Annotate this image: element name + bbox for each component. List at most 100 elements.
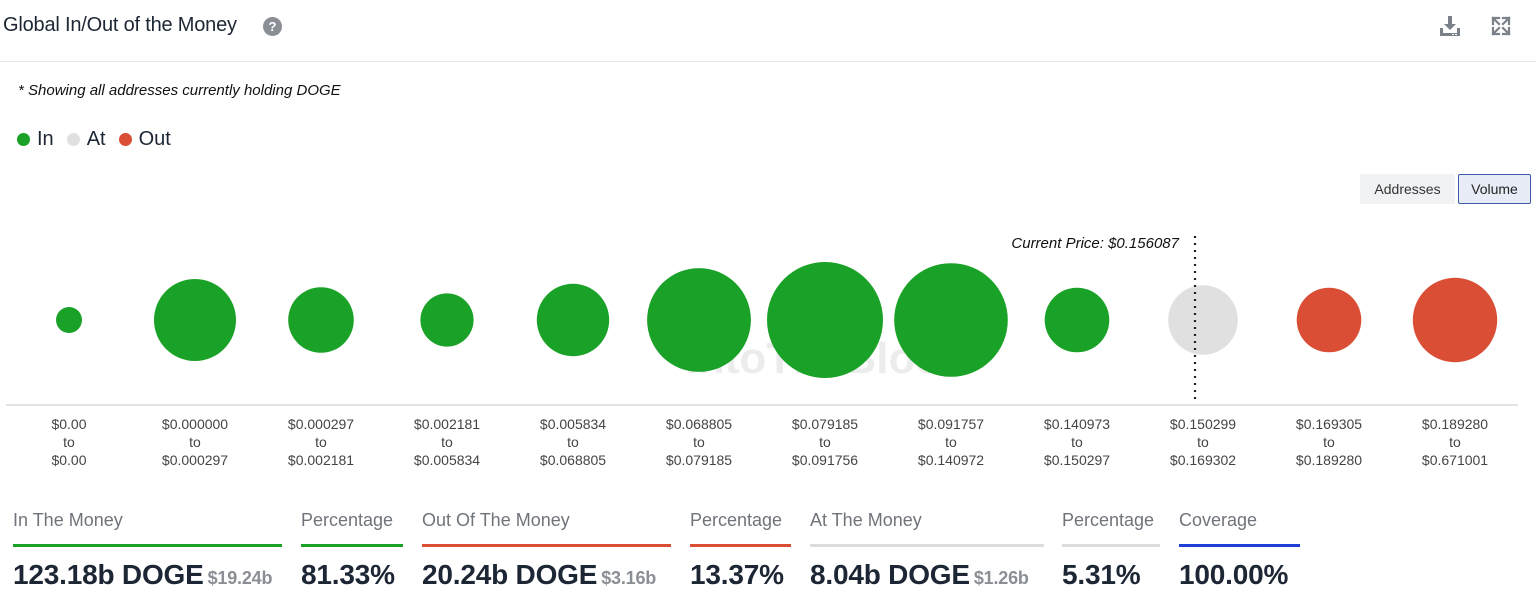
holders-note: * Showing all addresses currently holdin… — [18, 82, 341, 99]
chart-legend: In At Out — [17, 128, 184, 151]
stat-value: 13.37% — [690, 559, 784, 590]
stat-value: 100.00% — [1179, 559, 1289, 590]
page-title: Global In/Out of the Money — [3, 14, 237, 36]
stat-at-the-money: At The Money 8.04b DOGE $1.26b — [810, 505, 1044, 591]
tick-label: $0.068805 — [540, 452, 606, 468]
stat-label: Percentage — [690, 510, 783, 530]
bubble-in — [894, 263, 1008, 377]
bubble-out — [1296, 287, 1362, 353]
stat-value: 81.33% — [301, 559, 395, 590]
tick-label-connector: to — [945, 434, 957, 450]
legend-item-at[interactable]: At — [66, 128, 106, 151]
tick-label-connector: to — [1449, 434, 1461, 450]
stat-bar-out-pct — [690, 544, 791, 547]
summary-stats: In The Money 123.18b DOGE $19.24b Percent… — [0, 505, 1536, 606]
stat-value: 20.24b DOGE $3.16b — [422, 559, 657, 590]
addresses-toggle-button[interactable]: Addresses — [1360, 174, 1455, 204]
tick-label: $0.140972 — [918, 452, 984, 468]
tick-label: $0.00 — [51, 452, 86, 468]
stat-bar-in-pct — [301, 544, 403, 547]
stat-bar-in — [13, 544, 282, 547]
stat-out-percentage: Percentage 13.37% — [690, 505, 791, 591]
stat-label: Percentage — [301, 510, 394, 530]
tick-label: $0.005834 — [414, 452, 480, 468]
stat-label: Percentage — [1062, 510, 1155, 530]
tick-label: $0.169302 — [1170, 452, 1236, 468]
stat-at-percentage: Percentage 5.31% — [1062, 505, 1160, 591]
tick-label: $0.000297 — [162, 452, 228, 468]
tick-label: $0.671001 — [1422, 452, 1488, 468]
tick-label-connector: to — [1071, 434, 1083, 450]
legend-dot-at — [66, 133, 80, 146]
legend-item-out[interactable]: Out — [118, 128, 171, 151]
stat-value: 8.04b DOGE $1.26b — [810, 559, 1029, 590]
legend-dot-out — [118, 133, 132, 146]
stat-bar-coverage — [1179, 544, 1300, 547]
bubble-in — [288, 287, 354, 353]
tick-label-connector: to — [1323, 434, 1335, 450]
stat-coverage: Coverage 100.00% — [1179, 505, 1300, 591]
legend-label-at: At — [86, 128, 106, 150]
stat-label: In The Money — [13, 510, 123, 530]
tick-label: $0.150299 — [1170, 416, 1236, 432]
bubble-out — [1412, 277, 1498, 363]
bubble-in — [647, 268, 751, 372]
tick-label-connector: to — [567, 434, 579, 450]
stat-out-of-the-money: Out Of The Money 20.24b DOGE $3.16b — [422, 505, 671, 591]
stat-label: At The Money — [810, 510, 922, 530]
stat-bar-out — [422, 544, 671, 547]
bubble-in — [767, 262, 883, 378]
tick-label: $0.189280 — [1296, 452, 1362, 468]
tick-label: $0.091756 — [792, 452, 858, 468]
tick-label: $0.150297 — [1044, 452, 1110, 468]
tick-label: $0.140973 — [1044, 416, 1110, 432]
stat-value: 5.31% — [1062, 559, 1141, 590]
tick-label: $0.079185 — [666, 452, 732, 468]
bubble-in — [536, 283, 610, 357]
tick-label: $0.068805 — [666, 416, 732, 432]
tick-label: $0.000000 — [162, 416, 228, 432]
stat-in-the-money: In The Money 123.18b DOGE $19.24b — [13, 505, 282, 591]
stat-bar-at — [810, 544, 1044, 547]
tick-label-connector: to — [189, 434, 201, 450]
bubble-at — [1168, 285, 1238, 355]
bubble-in — [1044, 287, 1110, 353]
bubble-in — [56, 307, 82, 333]
tick-label: $0.002181 — [288, 452, 354, 468]
bubble-in — [420, 293, 474, 347]
legend-label-in: In — [37, 128, 54, 150]
current-price-label: Current Price: $0.156087 — [1011, 235, 1179, 252]
legend-label-out: Out — [138, 128, 171, 150]
help-icon[interactable]: ? — [263, 17, 282, 36]
tick-label: $0.000297 — [288, 416, 354, 432]
legend-dot-in — [17, 133, 30, 146]
stat-bar-at-pct — [1062, 544, 1160, 547]
stat-value: 123.18b DOGE $19.24b — [13, 559, 273, 590]
tick-label: $0.189280 — [1422, 416, 1488, 432]
stat-usd-value: $19.24b — [207, 568, 273, 588]
tick-label-connector: to — [1197, 434, 1209, 450]
tick-label: $0.079185 — [792, 416, 858, 432]
tick-label: $0.00 — [51, 416, 86, 432]
tick-label: $0.002181 — [414, 416, 480, 432]
stat-label: Coverage — [1179, 510, 1258, 530]
tick-label-connector: to — [315, 434, 327, 450]
bubble-chart: IntoTheBlock$0.00to$0.00$0.000000to$0.00… — [6, 235, 1518, 468]
stat-usd-value: $3.16b — [601, 568, 657, 588]
tick-label: $0.091757 — [918, 416, 984, 432]
tick-label-connector: to — [693, 434, 705, 450]
tick-label: $0.169305 — [1296, 416, 1362, 432]
stat-usd-value: $1.26b — [973, 568, 1029, 588]
tick-label-connector: to — [819, 434, 831, 450]
tick-label-connector: to — [63, 434, 75, 450]
download-icon[interactable] — [1438, 14, 1462, 38]
volume-toggle-button[interactable]: Volume — [1458, 174, 1531, 204]
legend-item-in[interactable]: In — [17, 128, 54, 151]
stat-label: Out Of The Money — [422, 510, 570, 530]
expand-icon[interactable] — [1489, 14, 1513, 38]
stat-in-percentage: Percentage 81.33% — [301, 505, 403, 591]
tick-label-connector: to — [441, 434, 453, 450]
widget-header: Global In/Out of the Money ? — [0, 0, 1536, 62]
bubble-in — [154, 279, 236, 361]
tick-label: $0.005834 — [540, 416, 606, 432]
